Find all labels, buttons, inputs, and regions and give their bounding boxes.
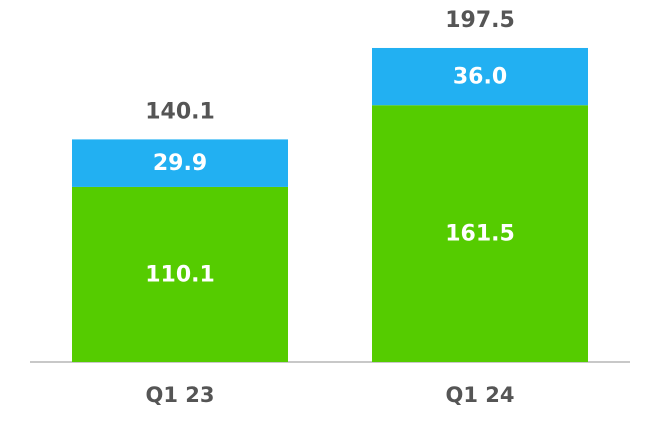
bar-segment <box>372 105 588 362</box>
value-label: 36.0 <box>453 65 507 90</box>
value-label: 110.1 <box>145 262 215 287</box>
value-label: 29.9 <box>153 151 207 176</box>
total-label: 197.5 <box>445 8 515 33</box>
x-tick-label: Q1 24 <box>446 383 515 407</box>
bar-segment <box>72 186 288 362</box>
total-label: 140.1 <box>145 99 215 124</box>
bar-segment <box>72 139 288 187</box>
bar-segment <box>372 47 588 106</box>
x-tick-label: Q1 23 <box>146 383 215 407</box>
value-label: 161.5 <box>445 222 515 247</box>
